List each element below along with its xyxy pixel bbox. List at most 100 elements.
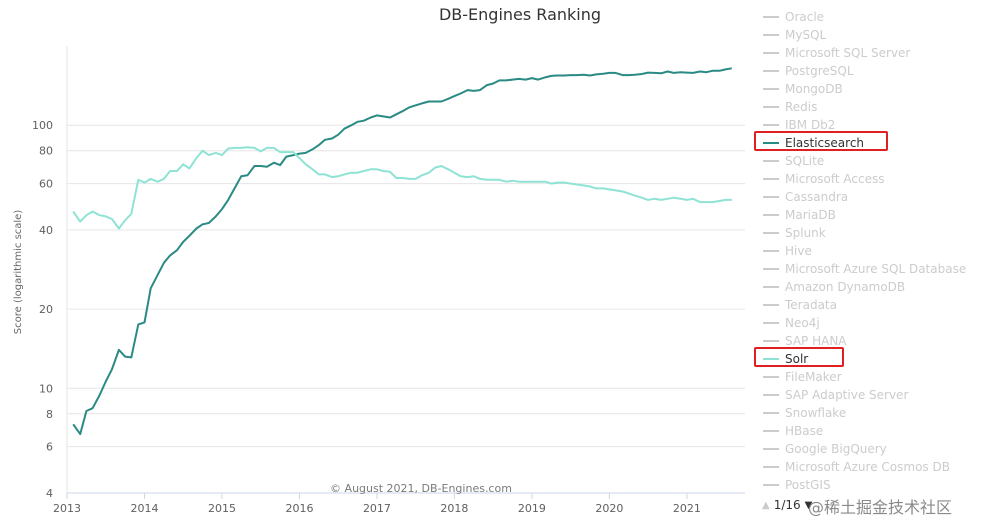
legend-swatch-icon	[763, 430, 779, 432]
legend-item-splunk[interactable]: Splunk	[760, 224, 989, 242]
legend-label: HBase	[785, 424, 824, 438]
y-axis-ticks: 4 6 8 10 20 40 60 80 100	[32, 119, 53, 500]
x-tick-label: 2020	[595, 502, 623, 515]
x-axis-ticks: 2013 2014 2015 2016 2017 2018 2019 2020 2021	[53, 493, 701, 515]
legend-item-redis[interactable]: Redis	[760, 98, 989, 116]
legend-item-sap-adaptive-server[interactable]: SAP Adaptive Server	[760, 386, 989, 404]
x-tick-label: 2016	[285, 502, 313, 515]
legend-label: IBM Db2	[785, 118, 836, 132]
legend-swatch-icon	[763, 286, 779, 288]
chart-credit: © August 2021, DB-Engines.com	[330, 482, 512, 495]
legend-item-mariadb[interactable]: MariaDB	[760, 206, 989, 224]
legend: Oracle MySQL Microsoft SQL Server PostgreSQ…	[754, 8, 989, 494]
legend-item-microsoft-azure-cosmos-db[interactable]: Microsoft Azure Cosmos DB	[760, 458, 989, 476]
watermark: @稀土掘金技术社区	[808, 498, 953, 517]
legend-label: Neo4j	[785, 316, 820, 330]
legend-label: Elasticsearch	[785, 136, 865, 150]
legend-swatch-icon	[763, 250, 779, 252]
legend-swatch-icon	[763, 340, 779, 342]
legend-label: Snowflake	[785, 406, 847, 420]
legend-swatch-icon	[763, 16, 779, 18]
legend-swatch-icon	[763, 34, 779, 36]
legend-label: SQLite	[785, 154, 825, 168]
legend-item-mysql[interactable]: MySQL	[760, 26, 989, 44]
series	[72, 67, 732, 436]
legend-swatch-icon	[763, 196, 779, 198]
legend-label: SAP Adaptive Server	[785, 388, 909, 402]
legend-swatch-icon	[763, 394, 779, 396]
y-tick-label: 4	[46, 487, 53, 500]
legend-swatch-icon	[763, 304, 779, 306]
x-tick-label: 2017	[363, 502, 391, 515]
legend-label: Teradata	[785, 298, 837, 312]
y-axis-title: Score (logarithmic scale)	[13, 210, 24, 335]
legend-item-google-bigquery[interactable]: Google BigQuery	[760, 440, 989, 458]
legend-swatch-icon	[763, 142, 779, 144]
legend-swatch-icon	[763, 52, 779, 54]
legend-item-ibm-db2[interactable]: IBM Db2	[760, 116, 989, 134]
x-tick-label: 2013	[53, 502, 81, 515]
x-tick-label: 2021	[673, 502, 701, 515]
legend-swatch-icon	[763, 160, 779, 162]
legend-label: Google BigQuery	[785, 442, 887, 456]
legend-label: Hive	[785, 244, 812, 258]
pager-down-icon[interactable]: ▼	[804, 499, 813, 511]
legend-item-sqlite[interactable]: SQLite	[760, 152, 989, 170]
legend-item-hive[interactable]: Hive	[760, 242, 989, 260]
legend-label: Amazon DynamoDB	[785, 280, 906, 294]
x-tick-label: 2015	[208, 502, 236, 515]
legend-swatch-icon	[763, 88, 779, 90]
legend-item-mongodb[interactable]: MongoDB	[760, 80, 989, 98]
legend-item-neo4j[interactable]: Neo4j	[760, 314, 989, 332]
legend-item-oracle[interactable]: Oracle	[760, 8, 989, 26]
legend-item-teradata[interactable]: Teradata	[760, 296, 989, 314]
legend-label: Microsoft SQL Server	[785, 46, 911, 60]
legend-label: Solr	[785, 352, 809, 366]
legend-item-microsoft-access[interactable]: Microsoft Access	[760, 170, 989, 188]
legend-item-postgis[interactable]: PostGIS	[760, 476, 989, 494]
legend-swatch-icon	[763, 124, 779, 126]
legend-label: Microsoft Azure Cosmos DB	[785, 460, 950, 474]
legend-label: Microsoft Azure SQL Database	[785, 262, 967, 276]
grid	[66, 46, 745, 494]
legend-item-sap-hana[interactable]: SAP HANA	[760, 332, 989, 350]
legend-label: Redis	[785, 100, 818, 114]
legend-item-snowflake[interactable]: Snowflake	[760, 404, 989, 422]
y-tick-label: 20	[39, 303, 53, 316]
y-tick-label: 10	[39, 382, 53, 395]
y-tick-label: 6	[46, 441, 53, 454]
legend-item-filemaker[interactable]: FileMaker	[760, 368, 989, 386]
legend-swatch-icon	[763, 448, 779, 450]
legend-item-amazon-dynamodb[interactable]: Amazon DynamoDB	[760, 278, 989, 296]
y-tick-label: 40	[39, 224, 53, 237]
legend-pager: ▲ 1/16 ▼	[762, 498, 812, 512]
legend-item-postgresql[interactable]: PostgreSQL	[760, 62, 989, 80]
legend-swatch-icon	[763, 268, 779, 270]
chart-title: DB-Engines Ranking	[439, 5, 601, 24]
legend-swatch-icon	[763, 322, 779, 324]
y-tick-label: 100	[32, 119, 53, 132]
legend-item-microsoft-sql-server[interactable]: Microsoft SQL Server	[760, 44, 989, 62]
legend-swatch-icon	[763, 358, 779, 360]
legend-item-elasticsearch[interactable]: Elasticsearch	[754, 131, 989, 152]
legend-label: PostGIS	[785, 478, 831, 492]
legend-label: PostgreSQL	[785, 64, 854, 78]
legend-item-microsoft-azure-sql-database[interactable]: Microsoft Azure SQL Database	[760, 260, 989, 278]
x-tick-label: 2018	[440, 502, 468, 515]
pager-up-icon[interactable]: ▲	[762, 499, 770, 511]
legend-label: Oracle	[785, 10, 825, 24]
x-tick-label: 2014	[130, 502, 158, 515]
series-line-elasticsearch[interactable]	[72, 67, 732, 436]
legend-label: FileMaker	[785, 370, 842, 384]
legend-item-solr[interactable]: Solr	[754, 347, 989, 368]
series-line-solr[interactable]	[72, 146, 732, 230]
legend-swatch-icon	[763, 484, 779, 486]
y-tick-label: 8	[46, 408, 53, 421]
pager-text: 1/16	[773, 498, 801, 512]
legend-item-cassandra[interactable]: Cassandra	[760, 188, 989, 206]
legend-label: Splunk	[785, 226, 826, 240]
legend-item-hbase[interactable]: HBase	[760, 422, 989, 440]
legend-swatch-icon	[763, 412, 779, 414]
legend-label: MySQL	[785, 28, 827, 42]
